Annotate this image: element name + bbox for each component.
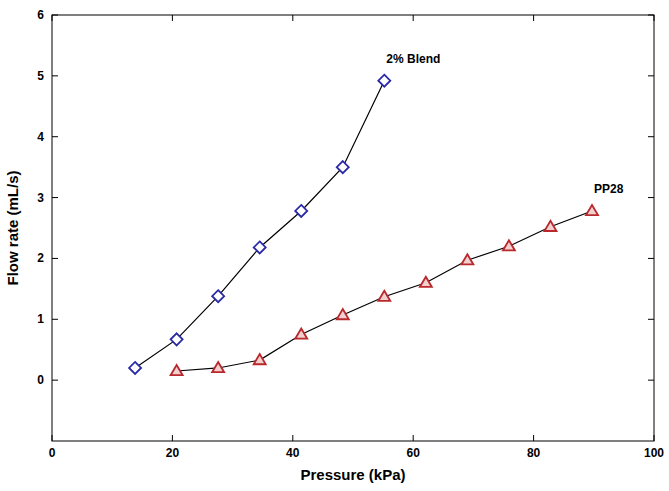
series-marker [254,354,266,364]
y-tick-label: 1 [37,312,44,326]
x-tick [52,435,53,441]
x-tick [654,15,655,21]
y-tick [52,75,58,76]
x-tick [292,435,293,441]
series-marker [337,161,349,173]
y-tick [52,136,58,137]
series-marker [212,290,224,302]
y-tick-label: 5 [37,69,44,83]
plot-data [129,75,598,375]
y-tick [648,136,654,137]
x-axis-label: Pressure (kPa) [300,466,405,483]
series-label: 2% Blend [386,52,440,66]
series-marker [378,75,390,87]
y-tick-label: 0 [37,373,44,387]
y-tick [648,319,654,320]
series-marker [171,333,183,345]
y-tick-label: 3 [37,191,44,205]
y-tick [52,380,58,381]
series-marker [171,365,183,375]
series-marker [503,240,515,250]
x-tick-label: 0 [49,446,56,460]
chart: 0 20 40 60 80 100 0 1 2 3 4 5 6 Pressure (kPa) Flow ra… [0,0,669,491]
series-marker [295,329,307,339]
y-tick [648,15,654,16]
y-tick [648,197,654,198]
series-labels: 2% Blend PP28 [386,52,623,196]
x-tick-label: 20 [166,446,180,460]
x-tick [52,15,53,21]
series-line [135,81,384,368]
series-marker [337,309,349,319]
x-tick [533,435,534,441]
x-tick-label: 60 [407,446,421,460]
y-axis-label: Flow rate (mL/s) [4,170,21,285]
y-tick [648,75,654,76]
x-tick-label: 100 [644,446,664,460]
x-tick [533,15,534,21]
x-tick-label: 40 [286,446,300,460]
series-marker [212,362,224,372]
y-tick [648,258,654,259]
series-label: PP28 [594,182,624,196]
series-marker [129,362,141,374]
series-line [177,211,592,371]
x-tick [413,435,414,441]
x-tick [292,15,293,21]
x-tick [413,15,414,21]
y-tick [52,319,58,320]
y-tick [52,197,58,198]
series-marker [461,254,473,264]
y-tick-label: 4 [37,130,44,144]
y-tick-label: 6 [37,8,44,22]
series-marker [420,277,432,287]
series-marker [254,241,266,253]
x-tick-label: 80 [527,446,541,460]
y-tick [52,15,58,16]
y-tick [52,258,58,259]
series-marker [378,291,390,301]
x-tick [172,15,173,21]
series-marker [544,221,556,231]
series-marker [295,205,307,217]
plot-frame [52,15,654,441]
y-tick [648,380,654,381]
x-tick [654,435,655,441]
x-tick [172,435,173,441]
y-tick-label: 2 [37,251,44,265]
series-marker [586,205,598,215]
